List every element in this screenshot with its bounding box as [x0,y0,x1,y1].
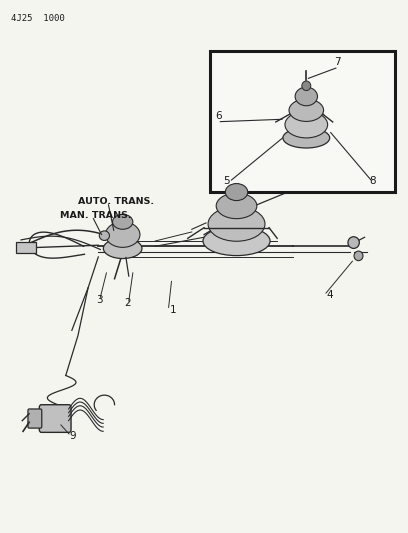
Text: 8: 8 [369,175,376,185]
Ellipse shape [295,87,317,106]
Text: 2: 2 [125,298,131,309]
Ellipse shape [105,222,140,247]
Ellipse shape [285,111,328,138]
Text: 4: 4 [326,290,333,301]
Ellipse shape [216,193,257,219]
FancyBboxPatch shape [28,409,42,428]
Text: 3: 3 [96,295,103,305]
Ellipse shape [225,183,248,200]
Text: 1: 1 [169,305,176,315]
Text: 9: 9 [69,431,75,441]
Ellipse shape [348,237,359,248]
Ellipse shape [354,251,363,261]
Ellipse shape [99,231,109,240]
Text: AUTO. TRANS.: AUTO. TRANS. [78,197,154,206]
Text: MAN. TRANS.: MAN. TRANS. [60,211,131,220]
Text: 4J25  1000: 4J25 1000 [11,14,64,23]
FancyBboxPatch shape [39,405,71,432]
Text: 6: 6 [216,111,222,121]
Ellipse shape [283,128,330,148]
Bar [210,51,395,192]
Text: 7: 7 [334,57,341,67]
Bar [16,241,35,253]
Ellipse shape [203,227,270,256]
Ellipse shape [113,214,133,229]
Ellipse shape [289,99,324,122]
Text: 5: 5 [223,175,230,185]
Ellipse shape [103,238,142,259]
Ellipse shape [208,207,265,241]
Ellipse shape [302,81,311,91]
